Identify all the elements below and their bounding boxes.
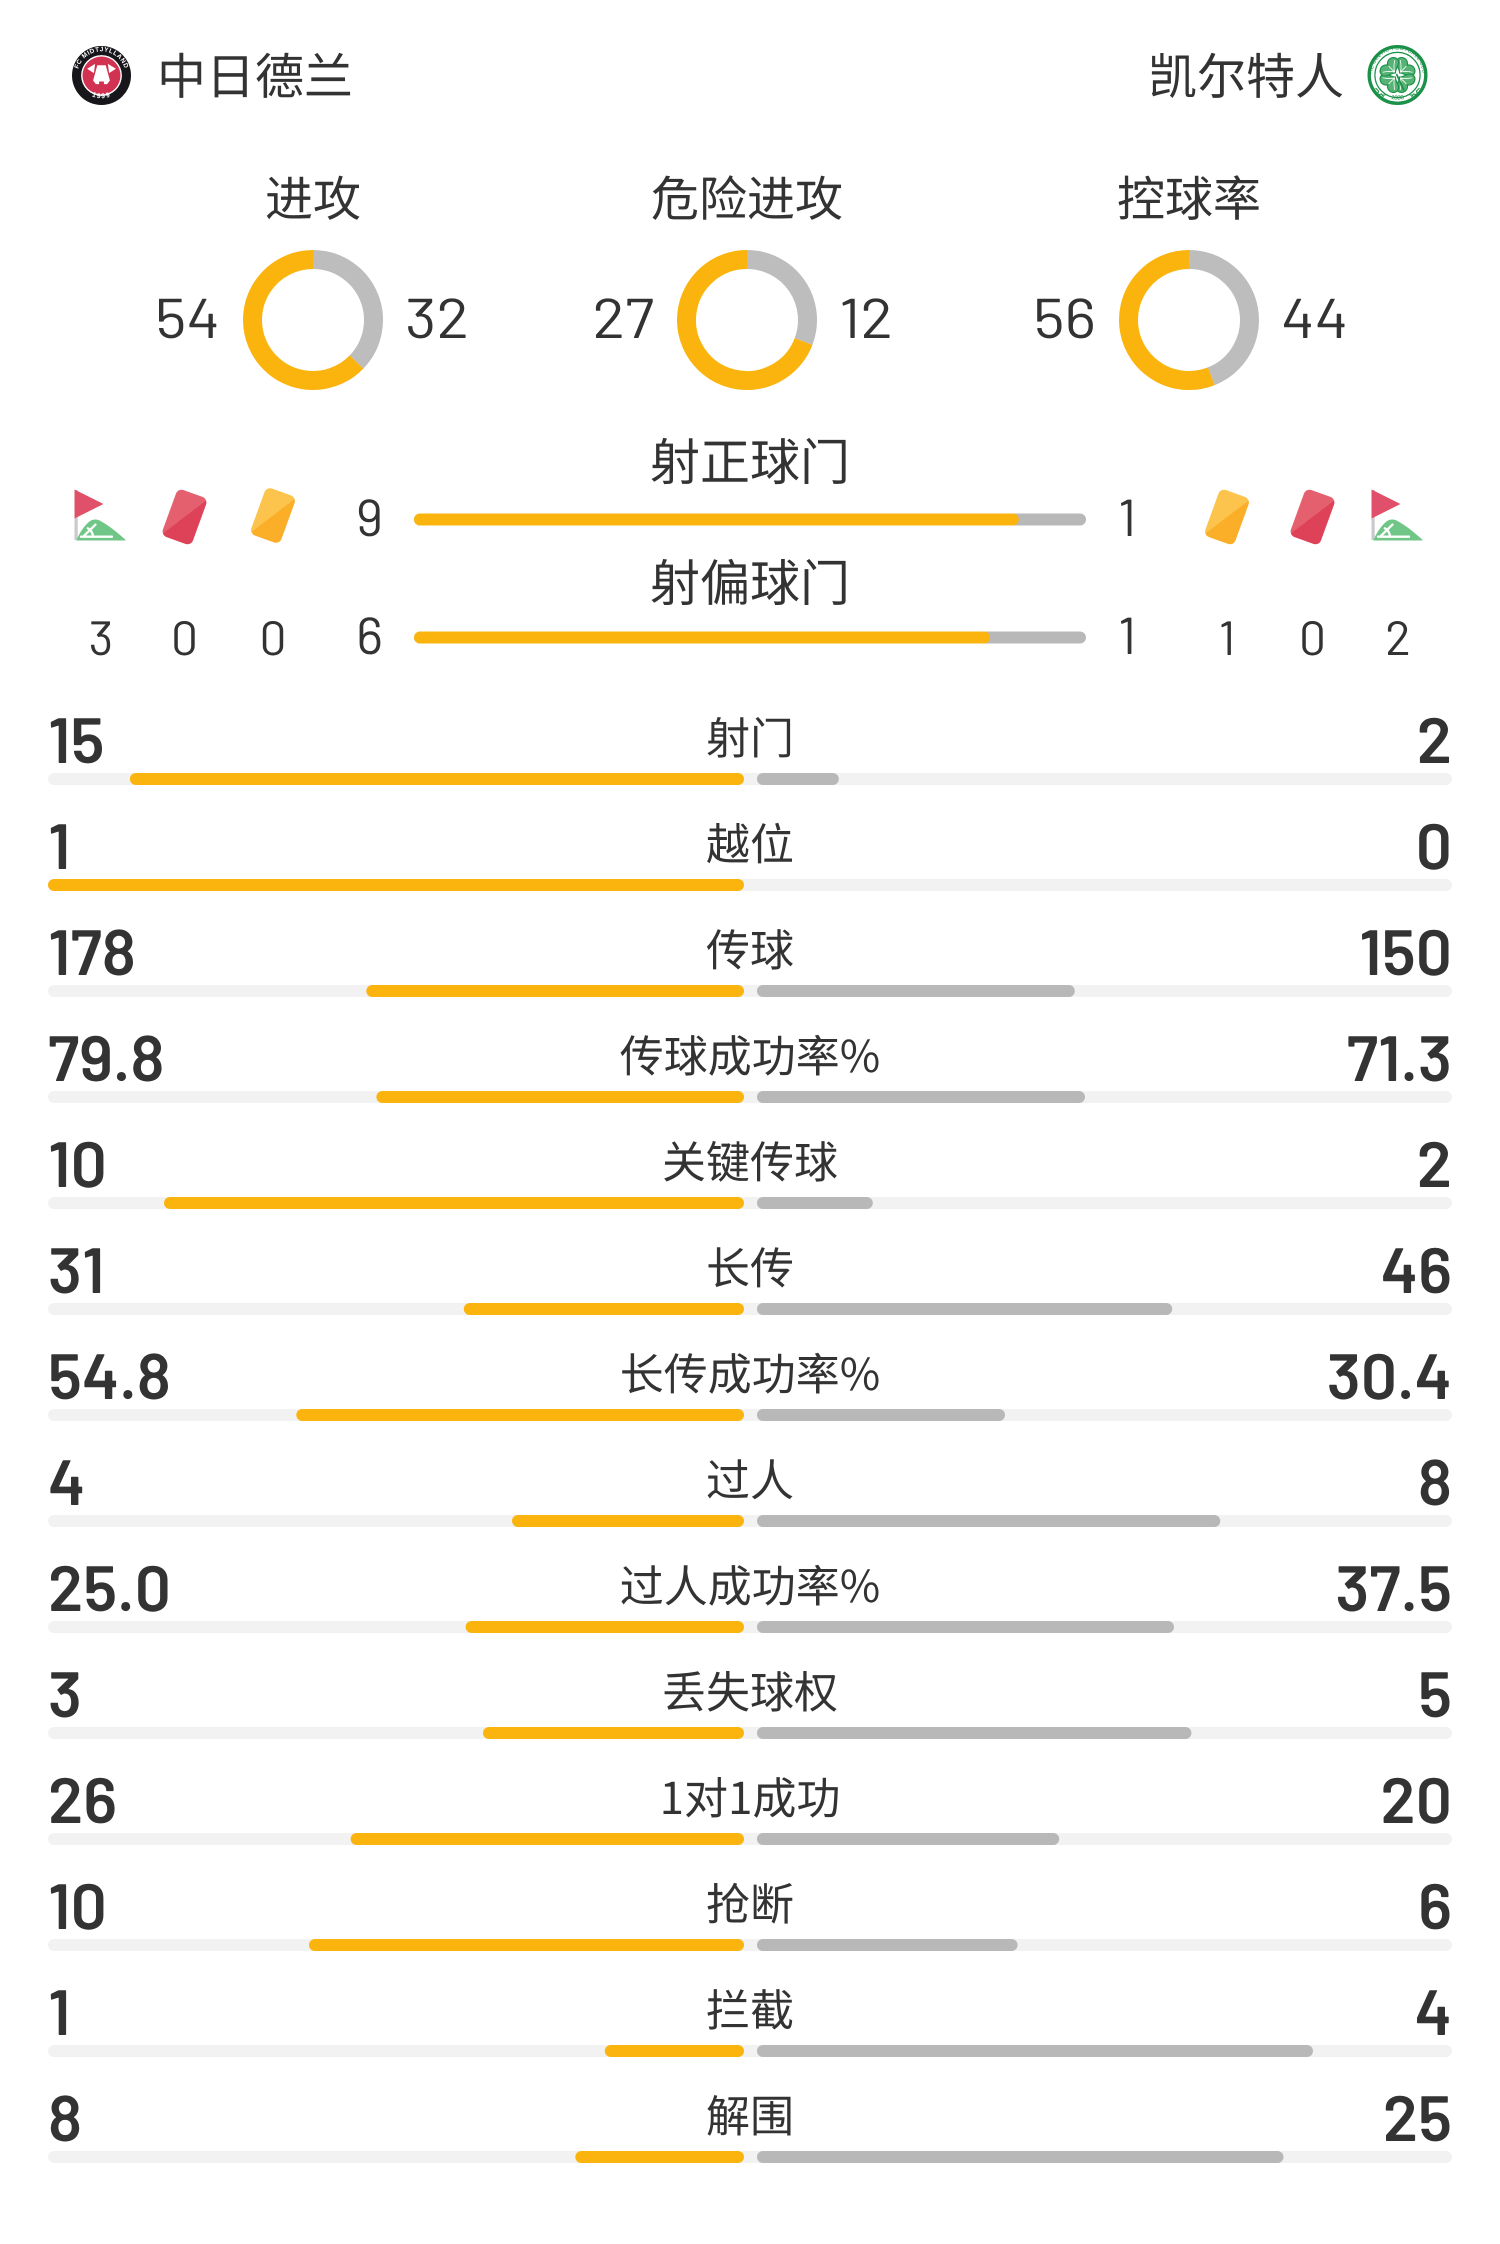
svg-text:1888: 1888 xyxy=(1390,95,1405,102)
svg-text:1999: 1999 xyxy=(91,91,112,100)
